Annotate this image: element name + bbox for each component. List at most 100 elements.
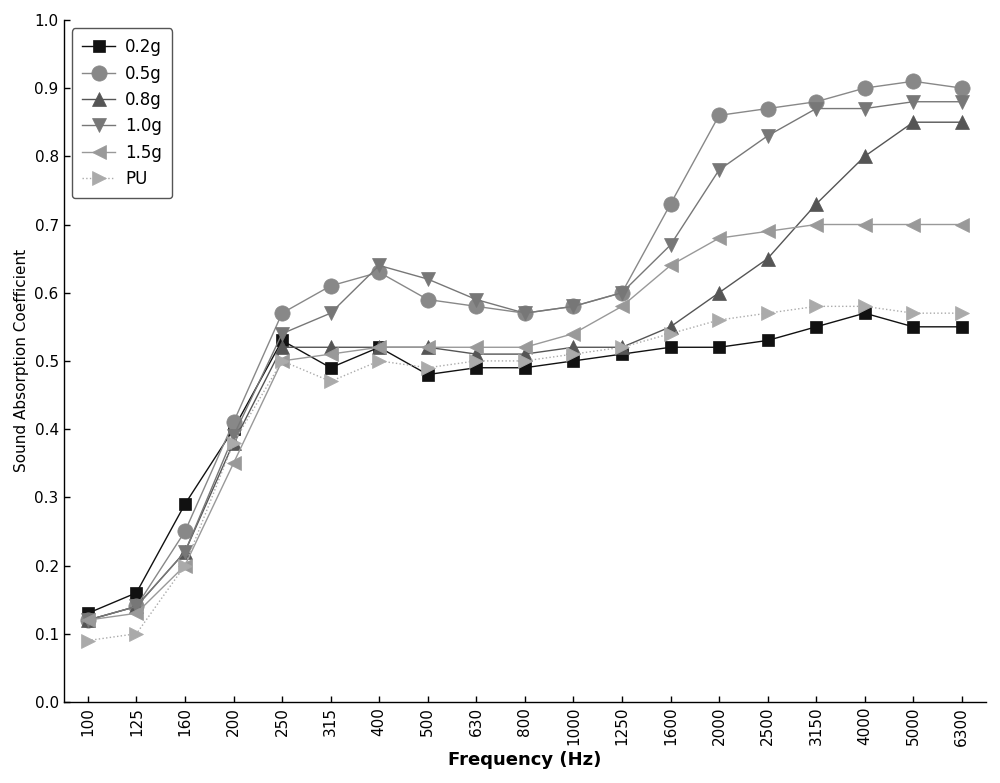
0.8g xyxy=(956,117,968,127)
1.0g xyxy=(859,104,871,114)
1.5g xyxy=(956,220,968,229)
1.0g xyxy=(665,240,677,250)
0.8g xyxy=(276,343,288,352)
PU xyxy=(82,636,94,645)
0.2g xyxy=(470,363,482,373)
0.2g xyxy=(907,322,919,331)
PU xyxy=(956,309,968,318)
PU xyxy=(519,356,531,366)
0.8g xyxy=(179,547,191,557)
0.2g xyxy=(956,322,968,331)
1.0g xyxy=(762,131,774,140)
1.0g xyxy=(179,547,191,557)
0.5g xyxy=(228,417,240,427)
0.8g xyxy=(762,254,774,263)
1.0g xyxy=(130,602,142,612)
1.0g xyxy=(325,309,337,318)
0.8g xyxy=(373,343,385,352)
1.0g xyxy=(228,431,240,441)
PU xyxy=(179,561,191,570)
Line: 0.5g: 0.5g xyxy=(80,74,969,628)
0.2g xyxy=(810,322,822,331)
0.5g xyxy=(616,288,628,298)
1.0g xyxy=(470,295,482,305)
0.2g xyxy=(519,363,531,373)
PU xyxy=(762,309,774,318)
PU xyxy=(470,356,482,366)
Line: 1.5g: 1.5g xyxy=(81,218,969,627)
Line: 0.8g: 0.8g xyxy=(81,115,969,627)
0.5g xyxy=(956,84,968,93)
Line: PU: PU xyxy=(81,299,969,648)
0.5g xyxy=(422,295,434,305)
Line: 0.2g: 0.2g xyxy=(82,308,967,619)
0.5g xyxy=(762,104,774,114)
1.5g xyxy=(713,233,725,243)
1.5g xyxy=(762,226,774,236)
PU xyxy=(422,363,434,373)
0.8g xyxy=(713,288,725,298)
0.8g xyxy=(228,438,240,447)
0.2g xyxy=(82,608,94,618)
0.2g xyxy=(276,336,288,345)
1.0g xyxy=(956,97,968,106)
0.2g xyxy=(130,588,142,597)
PU xyxy=(276,356,288,366)
1.0g xyxy=(907,97,919,106)
0.5g xyxy=(859,84,871,93)
1.5g xyxy=(276,356,288,366)
1.0g xyxy=(519,309,531,318)
Line: 1.0g: 1.0g xyxy=(81,95,969,627)
PU xyxy=(567,349,579,359)
0.8g xyxy=(567,343,579,352)
1.5g xyxy=(179,561,191,570)
0.5g xyxy=(276,309,288,318)
1.5g xyxy=(130,608,142,618)
PU xyxy=(325,377,337,386)
0.2g xyxy=(567,356,579,366)
0.2g xyxy=(665,343,677,352)
1.5g xyxy=(665,261,677,270)
0.5g xyxy=(665,200,677,209)
1.0g xyxy=(422,274,434,283)
0.5g xyxy=(130,602,142,612)
PU xyxy=(859,301,871,311)
1.0g xyxy=(567,301,579,311)
0.2g xyxy=(859,309,871,318)
0.8g xyxy=(519,349,531,359)
1.5g xyxy=(82,615,94,625)
0.8g xyxy=(810,200,822,209)
PU xyxy=(373,356,385,366)
0.5g xyxy=(470,301,482,311)
0.8g xyxy=(470,349,482,359)
1.0g xyxy=(810,104,822,114)
Y-axis label: Sound Absorption Coefficient: Sound Absorption Coefficient xyxy=(14,249,29,472)
0.8g xyxy=(859,152,871,161)
1.5g xyxy=(616,301,628,311)
0.8g xyxy=(616,343,628,352)
0.8g xyxy=(665,322,677,331)
0.8g xyxy=(907,117,919,127)
0.5g xyxy=(82,615,94,625)
0.5g xyxy=(713,110,725,120)
1.5g xyxy=(567,329,579,338)
0.2g xyxy=(179,500,191,509)
PU xyxy=(130,629,142,638)
1.0g xyxy=(616,288,628,298)
0.2g xyxy=(228,424,240,434)
1.0g xyxy=(713,165,725,175)
0.5g xyxy=(519,309,531,318)
1.5g xyxy=(325,349,337,359)
0.2g xyxy=(713,343,725,352)
0.2g xyxy=(325,363,337,373)
PU xyxy=(713,316,725,325)
1.5g xyxy=(907,220,919,229)
0.8g xyxy=(82,615,94,625)
0.2g xyxy=(373,343,385,352)
1.0g xyxy=(276,329,288,338)
PU xyxy=(907,309,919,318)
1.5g xyxy=(859,220,871,229)
PU xyxy=(228,438,240,447)
0.8g xyxy=(130,602,142,612)
0.5g xyxy=(810,97,822,106)
